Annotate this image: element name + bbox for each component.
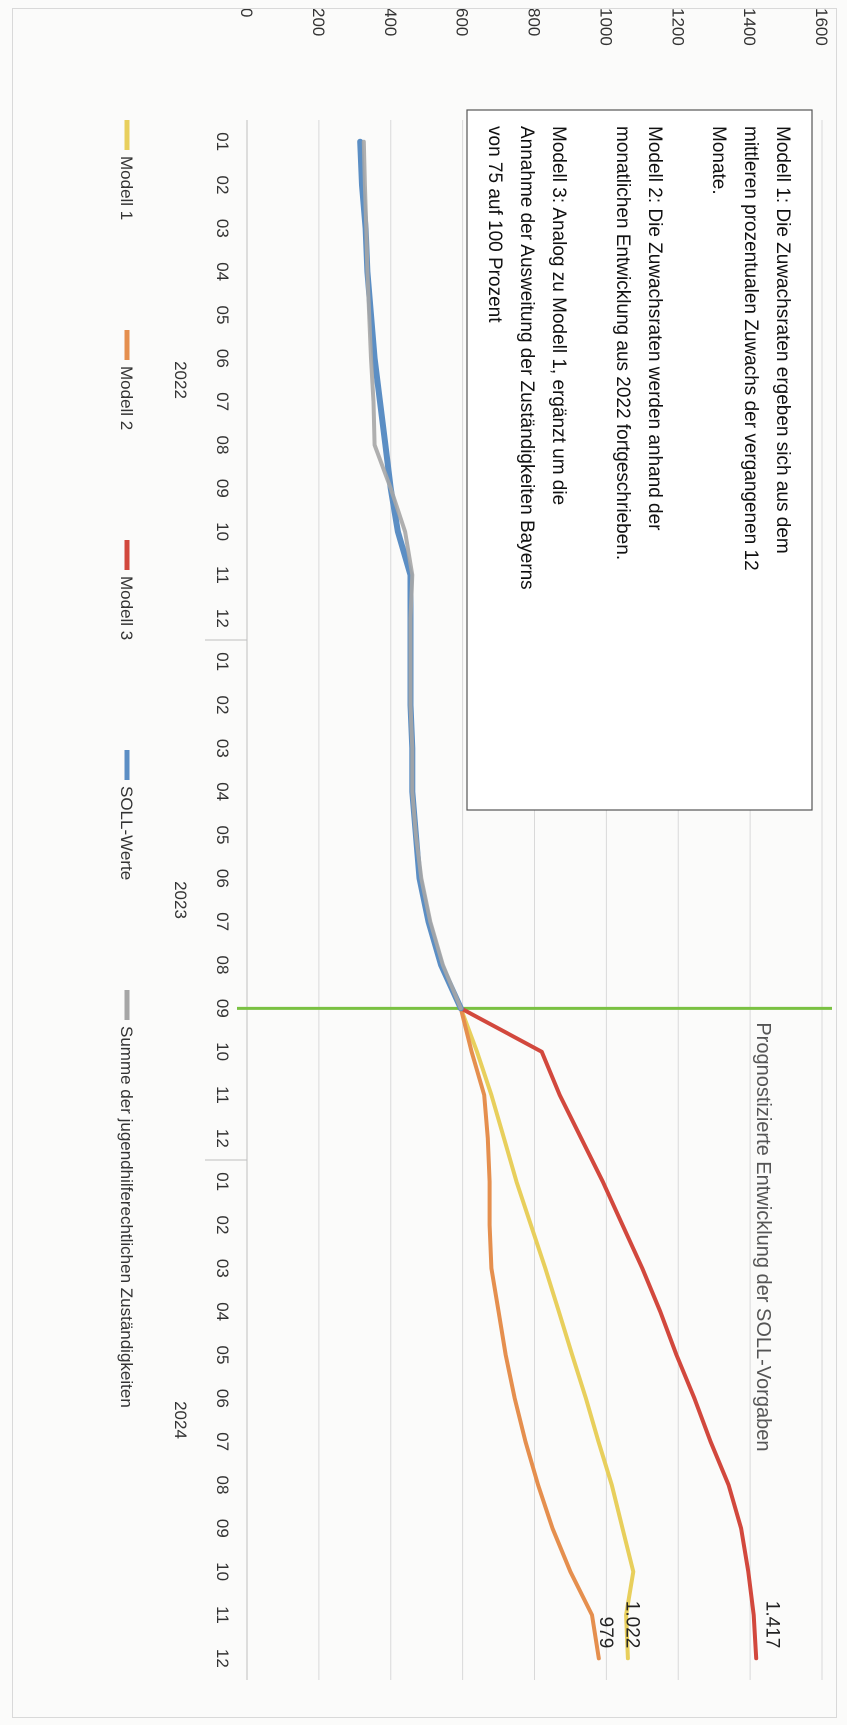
legend-label: SOLL-Werte: [117, 786, 136, 880]
x-tick-label: 09: [213, 479, 232, 498]
x-tick-label: 04: [213, 262, 232, 281]
series-line-modell-1: [458, 1006, 636, 1661]
x-tick-label: 01: [213, 1172, 232, 1191]
year-label: 2023: [171, 881, 190, 919]
x-tick-label: 03: [213, 1259, 232, 1278]
end-value-label: 1.417: [761, 1601, 782, 1649]
x-tick-label: 12: [213, 609, 232, 628]
year-label: 2024: [171, 1401, 190, 1439]
annotation-box: [466, 109, 813, 811]
legend-label: Summe der jugendhilferechtlichen Zuständ…: [117, 1026, 136, 1408]
x-tick-label: 02: [213, 1216, 232, 1235]
x-tick-label: 09: [213, 999, 232, 1018]
year-label: 2022: [171, 361, 190, 399]
x-tick-label: 04: [213, 1302, 232, 1321]
series-line-summe-der-jugendhilferechtlichen-zust-ndigkeiten: [361, 139, 463, 1011]
annotation-line: Modell 1: Die Zuwachsraten ergeben sich …: [772, 126, 793, 554]
annotation-line: von 75 auf 100 Prozent: [484, 126, 505, 323]
forecast-label: Prognostizierte Entwicklung der SOLL-Vor…: [752, 1022, 774, 1451]
x-tick-label: 08: [213, 1476, 232, 1495]
x-tick-label: 12: [213, 1649, 232, 1668]
series-line-modell-2: [458, 1006, 601, 1661]
annotation-line: monatlichen Entwicklung aus 2022 fortges…: [612, 126, 633, 560]
end-value-label: 1.022: [621, 1601, 642, 1649]
x-tick-label: 10: [213, 1562, 232, 1581]
legend-label: Modell 1: [117, 156, 136, 220]
rotated-plot-group: 0 200 400 600 800 1000 1200 1400 1600 01 02 03 04 05 0…: [117, 8, 832, 1680]
annotation-line: Modell 3: Analog zu Modell 1, ergänzt um…: [548, 126, 569, 505]
x-tick-label: 10: [213, 1042, 232, 1061]
y-tick-label: 0: [237, 8, 256, 17]
annotation-line: Annahme der Ausweitung der Zuständigkeit…: [516, 126, 537, 590]
legend-label: Modell 2: [117, 366, 136, 430]
x-tick-label: 07: [213, 392, 232, 411]
x-tick-label: 07: [213, 912, 232, 931]
x-tick-label: 05: [213, 306, 232, 325]
x-tick-label: 01: [213, 652, 232, 671]
y-tick-label: 400: [381, 8, 400, 36]
y-tick-label: 600: [453, 8, 472, 36]
y-tick-label: 1400: [740, 8, 759, 46]
x-tick-label: 03: [213, 219, 232, 238]
y-tick-label: 800: [525, 8, 544, 36]
x-tick-label: 11: [213, 1606, 232, 1624]
x-tick-label: 08: [213, 436, 232, 455]
legend-label: Modell 3: [117, 576, 136, 640]
annotation-line: Modell 2: Die Zuwachsraten werden anhand…: [644, 126, 665, 531]
x-tick-label: 08: [213, 956, 232, 975]
end-value-label: 979: [595, 1617, 616, 1649]
x-tick-label: 06: [213, 1389, 232, 1408]
x-tick-label: 06: [213, 349, 232, 368]
x-tick-label: 11: [213, 1086, 232, 1104]
annotation-line: Monate.: [708, 126, 729, 195]
x-tick-label: 04: [213, 782, 232, 801]
x-tick-label: 02: [213, 176, 232, 195]
x-tick-label: 05: [213, 1346, 232, 1365]
x-tick-label: 06: [213, 869, 232, 888]
x-tick-label: 03: [213, 739, 232, 758]
x-tick-label: 05: [213, 826, 232, 845]
x-tick-label: 09: [213, 1519, 232, 1538]
y-tick-label: 1000: [596, 8, 615, 46]
y-tick-label: 1600: [812, 8, 831, 46]
annotation-line: mittleren prozentualen Zuwachs der verga…: [740, 126, 761, 571]
x-tick-label: 01: [213, 132, 232, 151]
x-tick-label: 11: [213, 566, 232, 584]
x-tick-label: 02: [213, 696, 232, 715]
x-tick-label: 10: [213, 522, 232, 541]
x-tick-label: 07: [213, 1432, 232, 1451]
y-tick-label: 1200: [668, 8, 687, 46]
series-line-modell-3: [458, 1006, 759, 1661]
x-tick-label: 12: [213, 1129, 232, 1148]
y-tick-label: 200: [309, 8, 328, 36]
